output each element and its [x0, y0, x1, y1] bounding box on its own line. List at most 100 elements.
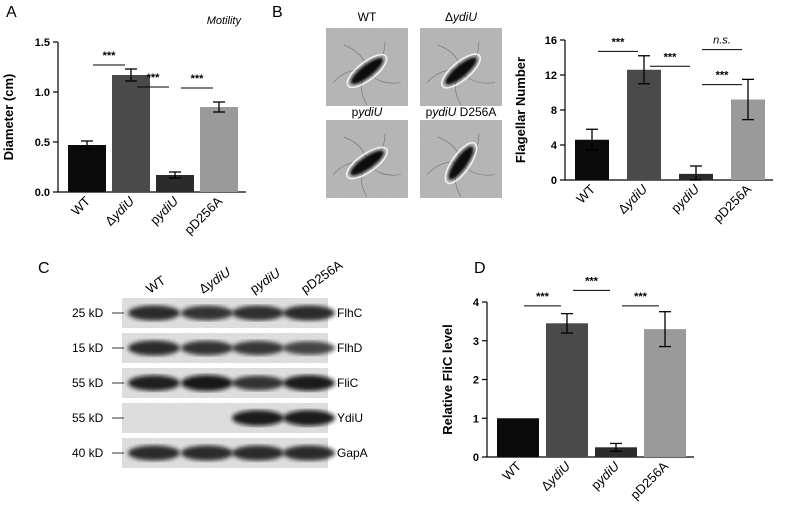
- y-tick-label: 0.0: [35, 187, 50, 199]
- y-tick-label: 4: [551, 140, 558, 152]
- x-tick-label: WT: [499, 458, 524, 483]
- western-blot: WT ΔydiU pydiU pD256A 25 kD FlhC 15 kD FlhD 55 k…: [72, 257, 368, 468]
- label-part: WT: [573, 181, 598, 206]
- blot-band: [128, 375, 180, 391]
- bacterium-halo: [444, 141, 478, 185]
- protein-label: FlhC: [337, 306, 363, 320]
- y-tick-label: 1.5: [35, 37, 50, 49]
- x-tick-label: pD256A: [627, 458, 671, 502]
- micrograph-label: pydiU: [352, 105, 383, 119]
- significance-label: n.s.: [713, 35, 731, 47]
- y-tick-label: 8: [551, 105, 557, 117]
- y-tick-label: 12: [545, 70, 557, 82]
- bar: [200, 107, 238, 192]
- blot-row: 40 kD GapA: [72, 438, 368, 468]
- significance-label: ***: [103, 50, 117, 62]
- bar: [644, 329, 686, 457]
- panel-label-d: D: [474, 260, 486, 277]
- y-axis-label: Diameter (cm): [1, 74, 16, 161]
- micrograph-label: ΔydiU: [445, 10, 477, 24]
- lane-label: pD256A: [298, 257, 345, 296]
- micrograph-label: WT: [358, 10, 377, 24]
- y-axis-label: Flagellar Number: [513, 57, 528, 163]
- blot-band: [128, 445, 180, 461]
- label-part: WT: [143, 273, 168, 297]
- x-tick-label: ΔydiU: [615, 181, 651, 217]
- y-tick-label: 3: [473, 336, 479, 348]
- protein-label: FliC: [337, 376, 359, 390]
- blot-band: [181, 340, 233, 356]
- blot-band: [232, 375, 284, 391]
- significance-label: ***: [716, 70, 730, 82]
- blot-band: [181, 375, 233, 391]
- significance-label: ***: [191, 73, 205, 85]
- micrograph-cell: [326, 120, 408, 198]
- bar: [112, 75, 150, 192]
- blot-row: 15 kD FlhD: [72, 333, 363, 363]
- label-part: WT: [358, 10, 377, 24]
- size-marker: 55 kD: [72, 376, 104, 390]
- y-tick-label: 0: [551, 175, 557, 187]
- blot-row: 55 kD FliC: [72, 368, 359, 398]
- y-tick-label: 0: [473, 452, 479, 464]
- chart-b-flagellar-number: 0 4 8 12 16 Flagellar Number WT ΔydiU pydiU pD256…: [513, 35, 773, 225]
- y-tick-label: 0.5: [35, 137, 50, 149]
- x-tick-label: ΔydiU: [538, 458, 574, 494]
- panel-label-c: C: [38, 260, 50, 277]
- blot-band: [232, 340, 284, 356]
- blot-band: [128, 340, 180, 356]
- bacterium: [445, 57, 477, 85]
- bacterium: [350, 150, 384, 176]
- label-part: WT: [68, 193, 93, 218]
- significance-label: ***: [585, 275, 599, 287]
- micrograph-cell: [420, 120, 502, 198]
- label-part: WT: [499, 458, 524, 483]
- protein-label: FlhD: [337, 341, 363, 355]
- label-part: p: [352, 105, 359, 119]
- x-tick-label: pydiU: [147, 193, 182, 228]
- bacterium-halo: [345, 146, 389, 180]
- label-part: pD256A: [627, 458, 671, 502]
- y-axis-label: Relative FliC level: [440, 324, 455, 435]
- blot-band: [283, 375, 335, 391]
- significance-label: ***: [664, 51, 678, 63]
- bar: [627, 69, 661, 180]
- blot-band: [181, 445, 233, 461]
- bar: [156, 175, 194, 192]
- size-marker: 40 kD: [72, 446, 104, 460]
- blot-band: [181, 305, 233, 321]
- x-tick-label: WT: [68, 193, 93, 218]
- x-tick-label: WT: [573, 181, 598, 206]
- blot-band: [283, 445, 335, 461]
- micrograph-cell: [326, 28, 408, 106]
- panel-label-b: B: [272, 4, 283, 21]
- blot-band: [232, 410, 284, 426]
- blot-band: [283, 305, 335, 321]
- label-part: Δ: [445, 10, 453, 24]
- size-marker: 15 kD: [72, 341, 104, 355]
- significance-label: ***: [147, 72, 161, 84]
- lane-label: pydiU: [247, 265, 283, 297]
- y-tick-label: 1.0: [35, 87, 50, 99]
- blot-band: [283, 341, 335, 355]
- protein-label: YdiU: [337, 411, 363, 425]
- micrograph-label: pydiU D256A: [426, 105, 497, 119]
- significance-label: ***: [634, 291, 648, 303]
- blot-row: 25 kD FlhC: [72, 298, 363, 328]
- blot-band: [128, 305, 180, 321]
- label-part: ydiU: [452, 10, 477, 24]
- bacterium: [448, 146, 474, 180]
- label-part: pD256A: [710, 181, 754, 225]
- x-tick-label: pD256A: [181, 193, 225, 237]
- blot-band: [283, 410, 335, 426]
- micrograph-cell: [420, 28, 502, 106]
- chart-annotation: Motility: [207, 15, 243, 27]
- label-part: D256A: [456, 105, 496, 119]
- bar: [497, 418, 539, 457]
- x-tick-label: ΔydiU: [102, 193, 138, 229]
- chart-a-motility: 0.0 0.5 1.0 1.5 Diameter (cm) WT ΔydiU pydiU pD2…: [1, 15, 246, 237]
- label-part: ydiU: [357, 105, 382, 119]
- x-tick-label: pydiU: [668, 181, 703, 216]
